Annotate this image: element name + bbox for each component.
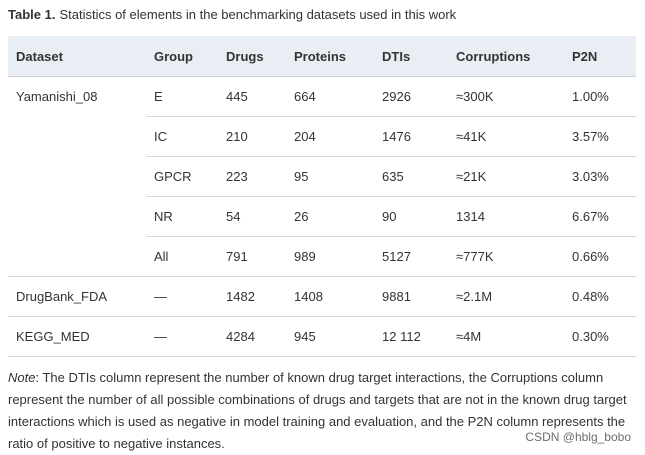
cell-dataset xyxy=(8,197,146,237)
table-row: KEGG_MED — 4284 945 12 112 ≈4M 0.30% xyxy=(8,316,636,357)
cell-dataset: Yamanishi_08 xyxy=(16,89,98,105)
cell-proteins: 1408 xyxy=(286,276,374,317)
table-caption-label: Table 1. xyxy=(8,7,56,22)
cell-corruptions: ≈4M xyxy=(448,316,564,357)
table-row: IC 210 204 1476 ≈41K 3.57% xyxy=(8,116,636,157)
cell-dtis: 1476 xyxy=(374,116,448,157)
table-caption: Table 1. Statistics of elements in the be… xyxy=(8,7,456,23)
cell-group: E xyxy=(146,76,218,117)
table-row: NR 54 26 90 1314 6.67% xyxy=(8,196,636,237)
cell-group: NR xyxy=(146,196,218,237)
table-note-text: : The DTIs column represent the number o… xyxy=(8,370,627,451)
cell-drugs: 210 xyxy=(218,116,286,157)
cell-p2n: 6.67% xyxy=(564,196,636,237)
header-proteins: Proteins xyxy=(286,36,374,77)
cell-group: All xyxy=(146,236,218,277)
cell-drugs: 791 xyxy=(218,236,286,277)
cell-p2n: 0.48% xyxy=(564,276,636,317)
cell-corruptions: ≈2.1M xyxy=(448,276,564,317)
cell-group: GPCR xyxy=(146,156,218,197)
cell-dtis: 635 xyxy=(374,156,448,197)
cell-dtis: 90 xyxy=(374,196,448,237)
cell-corruptions: 1314 xyxy=(448,196,564,237)
cell-drugs: 4284 xyxy=(218,316,286,357)
cell-group: — xyxy=(146,316,218,357)
cell-p2n: 3.03% xyxy=(564,156,636,197)
header-corruptions: Corruptions xyxy=(448,36,564,77)
cell-dtis: 12 112 xyxy=(374,316,448,357)
table-header-row: Dataset Group Drugs Proteins DTIs Corrup… xyxy=(8,36,636,77)
cell-group: — xyxy=(146,276,218,317)
cell-dtis: 2926 xyxy=(374,76,448,117)
cell-proteins: 204 xyxy=(286,116,374,157)
cell-p2n: 0.30% xyxy=(564,316,636,357)
cell-corruptions: ≈21K xyxy=(448,156,564,197)
cell-p2n: 1.00% xyxy=(564,76,636,117)
cell-dataset: DrugBank_FDA xyxy=(8,276,146,317)
cell-drugs: 1482 xyxy=(218,276,286,317)
table-row: GPCR 223 95 635 ≈21K 3.03% xyxy=(8,156,636,197)
header-dataset: Dataset xyxy=(8,36,146,77)
cell-dtis: 5127 xyxy=(374,236,448,277)
cell-proteins: 26 xyxy=(286,196,374,237)
cell-p2n: 3.57% xyxy=(564,116,636,157)
cell-proteins: 664 xyxy=(286,76,374,117)
cell-corruptions: ≈41K xyxy=(448,116,564,157)
header-drugs: Drugs xyxy=(218,36,286,77)
cell-dtis: 9881 xyxy=(374,276,448,317)
cell-corruptions: ≈300K xyxy=(448,76,564,117)
cell-dataset: KEGG_MED xyxy=(8,316,146,357)
cell-dataset xyxy=(8,117,146,157)
cell-proteins: 989 xyxy=(286,236,374,277)
table-row: Yamanishi_08 E 445 664 2926 ≈300K 1.00% xyxy=(8,76,636,117)
cell-drugs: 54 xyxy=(218,196,286,237)
cell-drugs: 445 xyxy=(218,76,286,117)
header-p2n: P2N xyxy=(564,36,636,77)
cell-proteins: 95 xyxy=(286,156,374,197)
header-dtis: DTIs xyxy=(374,36,448,77)
table-row: DrugBank_FDA — 1482 1408 9881 ≈2.1M 0.48… xyxy=(8,276,636,317)
cell-proteins: 945 xyxy=(286,316,374,357)
table-row: All 791 989 5127 ≈777K 0.66% xyxy=(8,236,636,277)
table-caption-text: Statistics of elements in the benchmarki… xyxy=(59,7,457,22)
cell-group: IC xyxy=(146,116,218,157)
cell-dataset xyxy=(8,157,146,197)
cell-dataset xyxy=(8,236,146,277)
cell-p2n: 0.66% xyxy=(564,236,636,277)
statistics-table: Dataset Group Drugs Proteins DTIs Corrup… xyxy=(8,36,636,357)
watermark-text: CSDN @hblg_bobo xyxy=(525,430,631,444)
header-group: Group xyxy=(146,36,218,77)
table-note-label: Note xyxy=(8,370,36,385)
cell-drugs: 223 xyxy=(218,156,286,197)
cell-corruptions: ≈777K xyxy=(448,236,564,277)
table-note: Note: The DTIs column represent the numb… xyxy=(8,367,628,455)
